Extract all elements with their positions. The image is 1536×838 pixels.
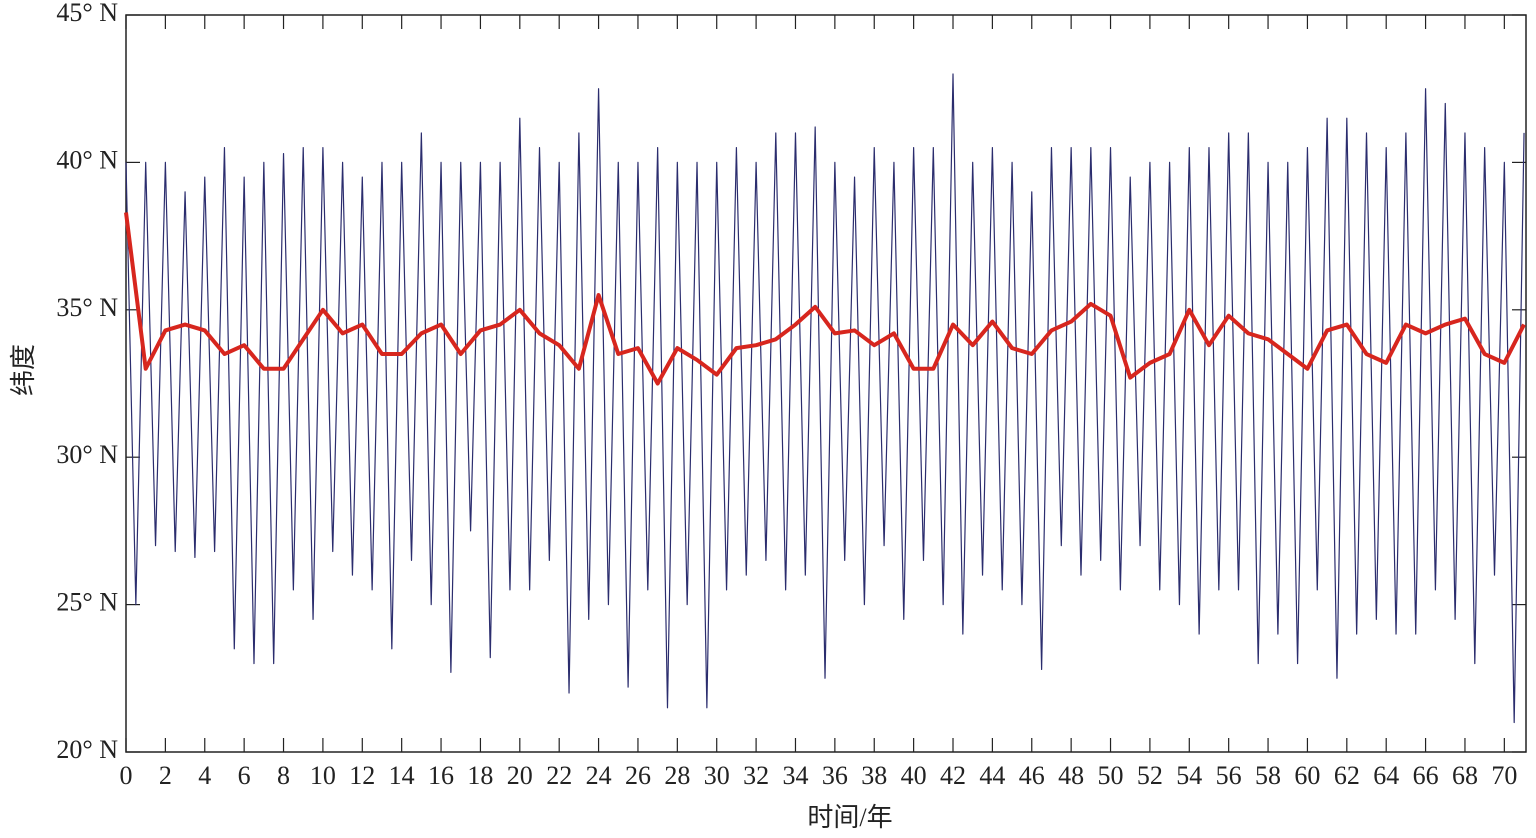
x-tick-label: 46: [1019, 761, 1045, 790]
x-tick-label: 50: [1098, 761, 1124, 790]
x-tick-label: 42: [940, 761, 966, 790]
x-tick-label: 34: [782, 761, 808, 790]
x-tick-label: 36: [822, 761, 848, 790]
x-tick-label: 2: [159, 761, 172, 790]
y-tick-label: 35° N: [56, 293, 118, 322]
x-tick-label: 16: [428, 761, 454, 790]
plot-frame: [125, 14, 1527, 753]
x-tick-label: 68: [1452, 761, 1478, 790]
y-tick-label: 45° N: [56, 0, 118, 27]
x-axis-label: 时间/年: [807, 803, 892, 832]
x-tick-label: 28: [664, 761, 690, 790]
x-tick-label: 22: [546, 761, 572, 790]
x-tick-label: 14: [389, 761, 415, 790]
x-tick-label: 52: [1137, 761, 1163, 790]
x-tick-label: 54: [1176, 761, 1202, 790]
y-axis-label: 纬度: [9, 344, 38, 396]
data-line: [124, 212, 1526, 386]
x-tick-label: 6: [238, 761, 251, 790]
x-tick-label: 0: [120, 761, 133, 790]
y-tick-label: 20° N: [56, 735, 118, 764]
x-tick-label: 18: [467, 761, 493, 790]
x-tick-label: 40: [901, 761, 927, 790]
y-tick-label: 30° N: [56, 440, 118, 469]
x-tick-label: 12: [349, 761, 375, 790]
y-tick-label: 25° N: [56, 588, 118, 617]
x-tick-label: 44: [979, 761, 1005, 790]
x-tick-label: 26: [625, 761, 651, 790]
data-line: [125, 73, 1525, 724]
x-tick-label: 30: [704, 761, 730, 790]
x-tick-label: 62: [1334, 761, 1360, 790]
x-tick-label: 64: [1373, 761, 1399, 790]
x-tick-label: 20: [507, 761, 533, 790]
x-tick-label: 60: [1294, 761, 1320, 790]
x-tick-label: 8: [277, 761, 290, 790]
x-tick-label: 56: [1216, 761, 1242, 790]
y-tick-label: 40° N: [56, 145, 118, 174]
x-tick-label: 4: [198, 761, 211, 790]
x-tick-label: 24: [586, 761, 612, 790]
x-tick-label: 48: [1058, 761, 1084, 790]
x-tick-label: 38: [861, 761, 887, 790]
x-tick-label: 10: [310, 761, 336, 790]
x-tick-label: 66: [1413, 761, 1439, 790]
x-tick-label: 58: [1255, 761, 1281, 790]
x-tick-label: 32: [743, 761, 769, 790]
x-tick-label: 70: [1491, 761, 1517, 790]
